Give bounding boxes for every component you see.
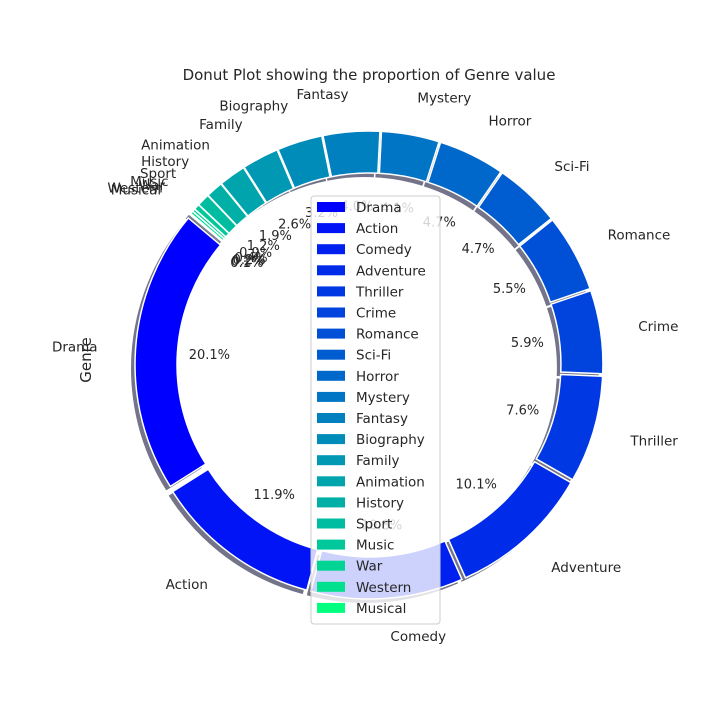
legend-swatch-sci-fi <box>317 349 345 360</box>
percent-label-adventure: 10.1% <box>456 478 497 493</box>
slice-drama <box>134 216 222 488</box>
slice-biography <box>277 134 331 190</box>
legend-label-sci-fi: Sci-Fi <box>356 348 391 364</box>
legend-swatch-comedy <box>317 244 345 255</box>
category-labels: Drama Action Comedy Adventure Thriller Crime R… <box>52 87 678 645</box>
legend-swatch-romance <box>317 328 345 339</box>
category-label-animation: Animation <box>141 137 210 153</box>
percent-label-war: 0.2% <box>233 253 266 268</box>
legend-swatch-musical <box>317 602 345 613</box>
legend-swatch-horror <box>317 370 345 381</box>
legend-swatch-crime <box>317 307 345 318</box>
category-label-biography: Biography <box>219 98 288 114</box>
legend-swatch-fantasy <box>317 413 345 423</box>
slice-mystery <box>378 130 440 183</box>
percent-label-history: 1.2% <box>247 239 280 254</box>
legend-label-family: Family <box>356 453 399 469</box>
category-label-horror: Horror <box>489 114 532 130</box>
category-label-sci-fi: Sci-Fi <box>554 159 589 175</box>
percent-label-animation: 1.9% <box>259 229 292 244</box>
slice-horror <box>426 141 502 208</box>
legend-swatch-biography <box>317 434 345 445</box>
category-label-crime: Crime <box>638 319 678 335</box>
category-label-music: Music <box>130 174 168 190</box>
legend-label-thriller: Thriller <box>355 284 404 300</box>
legend-swatch-drama <box>317 202 345 212</box>
legend-swatch-thriller <box>317 286 345 297</box>
percent-label-crime: 5.9% <box>511 336 544 351</box>
legend-label-biography: Biography <box>356 432 425 448</box>
percent-label-sport: 0.9% <box>239 246 272 261</box>
legend-swatch-history <box>317 497 345 508</box>
legend-swatch-mystery <box>317 391 345 402</box>
slice-thriller <box>535 373 604 481</box>
legend-swatch-western <box>317 581 345 592</box>
legend-label-war: War <box>356 559 383 575</box>
legend-swatch-war <box>317 560 345 571</box>
legend-swatch-adventure <box>317 265 345 276</box>
legend-swatch-sport <box>317 518 345 529</box>
category-label-musical: Musical <box>111 183 161 199</box>
slice-fantasy <box>322 130 381 178</box>
category-label-western: Western <box>107 181 162 197</box>
legend-label-action: Action <box>356 221 398 237</box>
percent-label-action: 11.9% <box>254 488 295 503</box>
legend-label-drama: Drama <box>356 200 402 216</box>
legend-label-music: Music <box>356 538 394 554</box>
category-label-romance: Romance <box>608 227 671 243</box>
category-label-comedy: Comedy <box>390 629 446 645</box>
legend-label-history: History <box>356 495 404 511</box>
percent-label-thriller: 7.6% <box>506 403 539 418</box>
slice-musical <box>188 212 224 243</box>
percent-label-sci-fi: 4.7% <box>462 242 495 257</box>
legend-label-western: Western <box>356 580 411 596</box>
legend-label-adventure: Adventure <box>356 263 426 279</box>
slice-adventure <box>447 460 572 579</box>
legend-swatch-animation <box>317 476 345 487</box>
slice-action <box>171 468 319 592</box>
slice-family <box>243 148 295 204</box>
percent-label-musical: 0.1% <box>230 256 263 271</box>
category-label-war: War <box>139 178 166 194</box>
percent-label-western: 0.2% <box>231 255 264 270</box>
category-label-drama: Drama <box>52 340 98 356</box>
slice-sci-fi <box>477 171 553 246</box>
legend-label-comedy: Comedy <box>356 242 412 258</box>
chart-title: Donut Plot showing the proportion of Gen… <box>183 66 556 84</box>
category-label-family: Family <box>199 117 242 133</box>
legend-label-horror: Horror <box>356 369 399 385</box>
legend-label-fantasy: Fantasy <box>356 411 408 427</box>
legend: Drama Action Comedy Adventure Thriller Crime R… <box>310 195 441 625</box>
percent-label-family: 2.6% <box>278 217 311 232</box>
category-label-adventure: Adventure <box>551 560 621 576</box>
legend-label-sport: Sport <box>356 517 392 533</box>
y-axis-label: Genre <box>77 337 95 382</box>
legend-label-romance: Romance <box>356 327 419 343</box>
legend-label-mystery: Mystery <box>356 390 410 406</box>
category-label-mystery: Mystery <box>417 90 471 106</box>
legend-label-musical: Musical <box>356 601 406 617</box>
category-label-thriller: Thriller <box>629 433 678 449</box>
legend-swatch-action <box>317 223 345 234</box>
percent-label-romance: 5.5% <box>493 282 526 297</box>
percent-label-music: 0.4% <box>235 251 268 266</box>
legend-frame <box>310 195 441 625</box>
legend-swatch-music <box>317 539 345 550</box>
category-label-fantasy: Fantasy <box>297 87 349 103</box>
legend-label-animation: Animation <box>356 474 425 490</box>
legend-label-crime: Crime <box>356 306 396 322</box>
category-label-action: Action <box>166 577 208 593</box>
percent-label-drama: 20.1% <box>189 348 230 363</box>
slice-crime <box>550 289 604 375</box>
category-label-history: History <box>141 154 189 170</box>
legend-swatch-family <box>317 455 345 466</box>
slice-romance <box>518 218 592 304</box>
category-label-sport: Sport <box>140 166 176 182</box>
